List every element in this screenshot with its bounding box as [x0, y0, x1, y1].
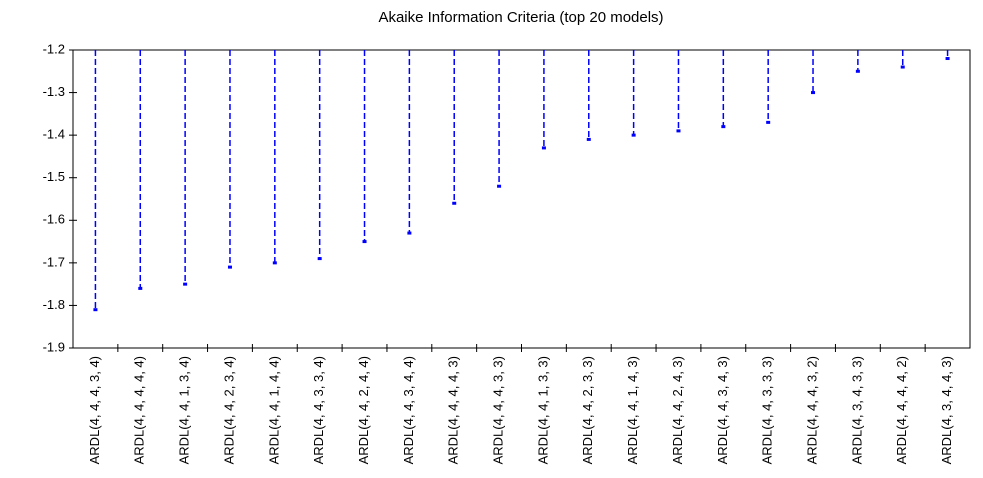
plot-frame: [72, 49, 971, 349]
x-tick-label: ARDL(4, 4, 2, 3, 3): [580, 356, 595, 464]
dropline: [93, 50, 98, 312]
x-tick-label: ARDL(4, 4, 1, 3, 3): [535, 356, 550, 464]
dropline: [586, 50, 591, 141]
dropline-marker: [766, 120, 771, 124]
dropline-marker: [855, 69, 860, 73]
x-tick-label: ARDL(4, 4, 2, 4, 4): [356, 356, 371, 464]
y-tick-label: -1.8: [43, 297, 65, 312]
y-tick-label: -1.6: [43, 212, 65, 227]
x-tick-label: ARDL(4, 4, 3, 4, 3): [715, 356, 730, 464]
dropline-marker: [586, 137, 591, 141]
dropline-marker: [227, 265, 232, 269]
dropline: [272, 50, 277, 265]
dropline: [631, 50, 636, 137]
dropline: [721, 50, 726, 129]
y-tick-label: -1.9: [43, 339, 65, 354]
dropline-marker: [183, 282, 188, 286]
chart-title: Akaike Information Criteria (top 20 mode…: [378, 9, 663, 26]
x-tick-label: ARDL(4, 4, 2, 3, 4): [221, 356, 236, 464]
dropline-marker: [676, 129, 681, 133]
dropline-marker: [541, 146, 546, 150]
dropline: [138, 50, 143, 290]
dropline-marker: [497, 184, 502, 188]
x-tick-label: ARDL(4, 4, 4, 3, 4): [87, 356, 102, 464]
x-tick-label: ARDL(4, 4, 2, 4, 3): [670, 356, 685, 464]
dropline-marker: [945, 57, 950, 61]
dropline-marker: [407, 231, 412, 235]
dropline-marker: [317, 257, 322, 261]
dropline: [227, 50, 232, 269]
dropline-marker: [272, 261, 277, 265]
x-tick-label: ARDL(4, 4, 4, 4, 3): [446, 356, 461, 464]
dropline-marker: [900, 65, 905, 69]
dropline: [900, 50, 905, 69]
y-tick-label: -1.2: [43, 41, 65, 56]
x-tick-label: ARDL(4, 3, 4, 4, 3): [939, 356, 954, 464]
dropline-marker: [631, 133, 636, 137]
dropline: [676, 50, 681, 133]
y-tick-label: -1.3: [43, 84, 65, 99]
x-tick-label: ARDL(4, 4, 1, 4, 3): [625, 356, 640, 464]
dropline-marker: [452, 201, 457, 205]
x-tick-label: ARDL(4, 4, 3, 3, 3): [760, 356, 775, 464]
dropline: [811, 50, 816, 95]
x-tick-label: ARDL(4, 4, 3, 4, 4): [401, 356, 416, 464]
x-tick-label: ARDL(4, 4, 4, 4, 4): [132, 356, 147, 464]
dropline: [317, 50, 322, 261]
x-tick-label: ARDL(4, 4, 4, 3, 3): [491, 356, 506, 464]
dropline: [541, 50, 546, 150]
y-tick-label: -1.7: [43, 254, 65, 269]
y-tick-label: -1.4: [43, 127, 65, 142]
dropline-marker: [811, 91, 816, 95]
y-tick-label: -1.5: [43, 169, 65, 184]
dropline-marker: [138, 286, 143, 290]
x-tick-label: ARDL(4, 4, 4, 3, 2): [804, 356, 819, 464]
x-tick-label: ARDL(4, 4, 3, 3, 4): [311, 356, 326, 464]
x-tick-label: ARDL(4, 4, 1, 3, 4): [177, 356, 192, 464]
dropline: [855, 50, 860, 73]
dropline-marker: [93, 308, 98, 312]
x-tick-label: ARDL(4, 4, 1, 4, 4): [266, 356, 281, 464]
dropline-marker: [721, 125, 726, 129]
dropline: [407, 50, 412, 235]
dropline: [945, 50, 950, 61]
dropline: [497, 50, 502, 188]
x-tick-label: ARDL(4, 3, 4, 3, 3): [849, 356, 864, 464]
dropline-marker: [362, 240, 367, 244]
dropline: [183, 50, 188, 286]
dropline: [452, 50, 457, 205]
dropline: [766, 50, 771, 124]
x-tick-label: ARDL(4, 4, 4, 4, 2): [894, 356, 909, 464]
dropline: [362, 50, 367, 244]
